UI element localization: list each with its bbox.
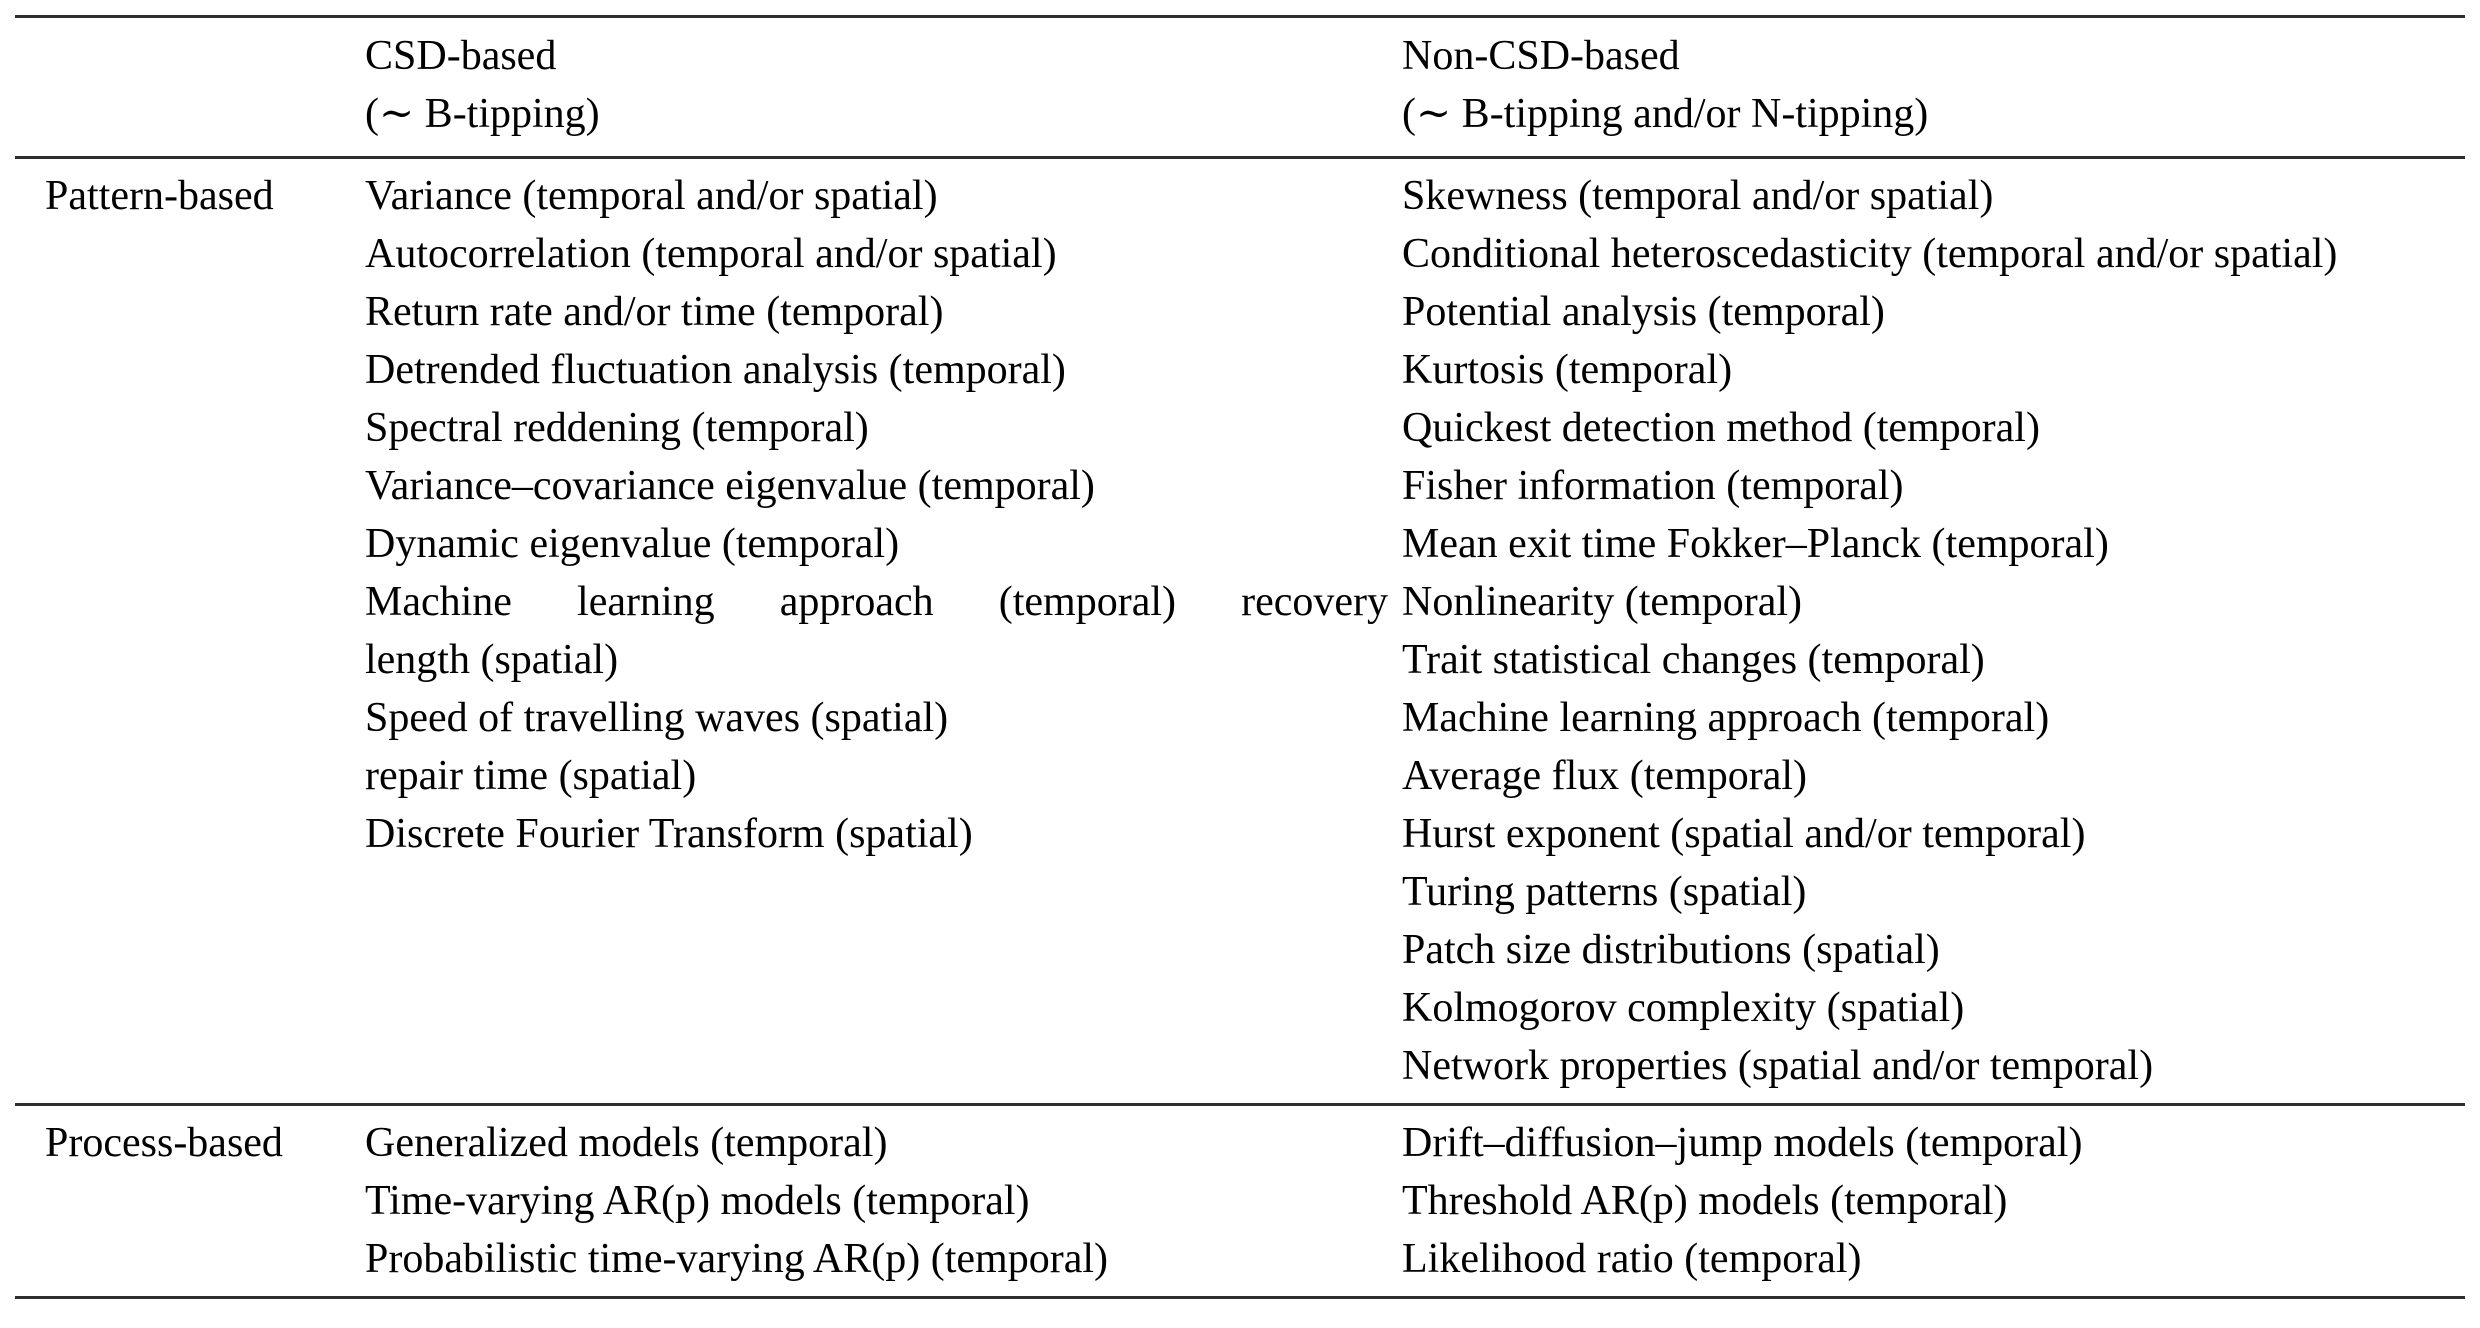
method-item: Quickest detection method (temporal) (1402, 405, 2040, 451)
method-item: Potential analysis (temporal) (1402, 289, 1885, 335)
method-item: Network properties (spatial and/or tempo… (1402, 1043, 2154, 1089)
header-csd-line2: (∼ B-tipping) (365, 91, 600, 137)
method-item: Drift–diffusion–jump models (temporal) (1402, 1120, 2083, 1166)
method-item: Speed of travelling waves (spatial) (365, 695, 949, 741)
method-item: Mean exit time Fokker–Planck (temporal) (1402, 521, 2109, 567)
method-item: Conditional heteroscedasticity (temporal… (1402, 231, 2338, 277)
noncsd-cell: Skewness (temporal and/or spatial) Condit… (1402, 158, 2465, 1105)
header-row: CSD-based (∼ B-tipping) Non-CSD-based (∼… (15, 15, 2465, 159)
method-item: Generalized models (temporal) (365, 1120, 888, 1166)
method-item: Variance (temporal and/or spatial) (365, 173, 938, 219)
method-item: Discrete Fourier Transform (spatial) (365, 811, 973, 857)
header-csd: CSD-based (∼ B-tipping) (365, 15, 1402, 159)
method-item: Trait statistical changes (temporal) (1402, 637, 1985, 683)
noncsd-cell: Drift–diffusion–jump models (temporal) Th… (1402, 1105, 2465, 1298)
method-item: Machine learning approach (temporal) rec… (365, 579, 1388, 625)
method-item: Patch size distributions (spatial) (1402, 927, 1940, 973)
method-item: Probabilistic time-varying AR(p) (tempor… (365, 1236, 1108, 1282)
row-label: Pattern-based (45, 173, 274, 219)
methods-table: CSD-based (∼ B-tipping) Non-CSD-based (∼… (15, 15, 2465, 1299)
method-item: Skewness (temporal and/or spatial) (1402, 173, 1994, 219)
method-item: Likelihood ratio (temporal) (1402, 1236, 1862, 1282)
row-label: Process-based (45, 1120, 283, 1166)
header-noncsd: Non-CSD-based (∼ B-tipping and/or N-tipp… (1402, 15, 2465, 159)
method-item: Threshold AR(p) models (temporal) (1402, 1178, 2008, 1224)
header-empty-cell (15, 15, 365, 159)
method-item: repair time (spatial) (365, 753, 697, 799)
method-item: Autocorrelation (temporal and/or spatial… (365, 231, 1057, 277)
method-item: Kolmogorov complexity (spatial) (1402, 985, 1965, 1031)
header-csd-line1: CSD-based (365, 33, 557, 79)
method-item: Return rate and/or time (temporal) (365, 289, 944, 335)
method-item: Detrended fluctuation analysis (temporal… (365, 347, 1066, 393)
header-noncsd-line1: Non-CSD-based (1402, 33, 1680, 79)
method-item: Time-varying AR(p) models (temporal) (365, 1178, 1030, 1224)
method-item: Turing patterns (spatial) (1402, 869, 1807, 915)
method-item: Kurtosis (temporal) (1402, 347, 1733, 393)
method-item: Fisher information (temporal) (1402, 463, 1904, 509)
header-noncsd-line2: (∼ B-tipping and/or N-tipping) (1402, 91, 1929, 137)
method-item: Dynamic eigenvalue (temporal) (365, 521, 900, 567)
method-item: length (spatial) (365, 637, 619, 683)
section-row: Process-based Generalized models (tempora… (15, 1105, 2465, 1298)
method-item: Nonlinearity (temporal) (1402, 579, 1803, 625)
method-item: Machine learning approach (temporal) (1402, 695, 2050, 741)
method-item: Spectral reddening (temporal) (365, 405, 869, 451)
csd-cell: Generalized models (temporal) Time-varyin… (365, 1105, 1402, 1298)
section-row: Pattern-based Variance (temporal and/or s… (15, 158, 2465, 1105)
method-item: Hurst exponent (spatial and/or temporal) (1402, 811, 2086, 857)
method-item: Variance–covariance eigenvalue (temporal… (365, 463, 1095, 509)
method-item: Average flux (temporal) (1402, 753, 1808, 799)
csd-cell: Variance (temporal and/or spatial) Autoco… (365, 158, 1402, 1105)
